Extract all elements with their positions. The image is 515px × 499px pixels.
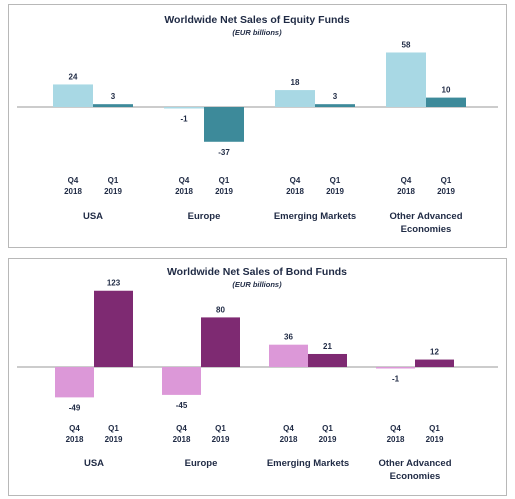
period-tick-label: Q4 2018 — [173, 424, 191, 444]
data-label: -45 — [176, 401, 188, 410]
data-label: 3 — [111, 92, 116, 101]
bar — [315, 104, 355, 107]
data-label: 12 — [430, 348, 439, 357]
data-label: 24 — [69, 72, 78, 81]
chart-title: Worldwide Net Sales of Equity Funds — [164, 14, 349, 26]
data-label: -1 — [392, 375, 400, 384]
period-tick-label: Q4 2018 — [280, 424, 298, 444]
bar — [53, 84, 93, 107]
period-tick-label: Q4 2018 — [175, 176, 193, 196]
bar — [376, 367, 415, 369]
period-tick-label: Q4 2018 — [397, 176, 415, 196]
bond-funds-chart: Worldwide Net Sales of Bond Funds (EUR b… — [17, 266, 498, 482]
data-label: 123 — [107, 279, 121, 288]
period-tick-label: Q1 2019 — [105, 424, 123, 444]
category-label: Europe — [188, 211, 221, 222]
period-tick-label: Q1 2019 — [104, 176, 122, 196]
equity-funds-chart: Worldwide Net Sales of Equity Funds (EUR… — [17, 14, 498, 235]
bar — [55, 367, 94, 398]
period-tick-label: Q1 2019 — [326, 176, 344, 196]
bar — [386, 52, 426, 107]
period-tick-label: Q1 2019 — [212, 424, 230, 444]
data-label: -49 — [69, 403, 81, 412]
period-tick-label: Q1 2019 — [426, 424, 444, 444]
data-label: 36 — [284, 333, 293, 342]
data-label: 80 — [216, 305, 225, 314]
category-label: USA — [84, 458, 104, 469]
bond-funds-chart-panel: Worldwide Net Sales of Bond Funds (EUR b… — [8, 258, 507, 496]
bar — [269, 344, 308, 367]
category-label: Other Advanced Economies — [378, 458, 451, 482]
bar — [164, 107, 204, 109]
bar — [426, 97, 466, 107]
data-label: 3 — [333, 92, 338, 101]
chart-subtitle: (EUR billions) — [232, 28, 282, 37]
bar — [275, 90, 315, 107]
period-tick-label: Q1 2019 — [319, 424, 337, 444]
period-tick-label: Q4 2018 — [387, 424, 405, 444]
data-label: 18 — [291, 78, 300, 87]
bar — [308, 353, 347, 367]
category-label: Emerging Markets — [274, 211, 356, 222]
chart-subtitle: (EUR billions) — [232, 280, 282, 289]
data-label: -37 — [218, 148, 230, 157]
bar — [162, 367, 201, 395]
data-label: 58 — [402, 40, 411, 49]
bar — [204, 107, 244, 142]
data-label: 21 — [323, 342, 332, 351]
bar — [415, 359, 454, 367]
category-label: Europe — [185, 458, 218, 469]
category-label: USA — [83, 211, 103, 222]
data-label: -1 — [180, 115, 188, 124]
category-label: Other Advanced Economies — [389, 211, 462, 235]
period-tick-label: Q1 2019 — [437, 176, 455, 196]
bar — [94, 290, 133, 367]
bar — [93, 104, 133, 107]
period-tick-label: Q4 2018 — [64, 176, 82, 196]
period-tick-label: Q1 2019 — [215, 176, 233, 196]
category-label: Emerging Markets — [267, 458, 349, 469]
period-tick-label: Q4 2018 — [286, 176, 304, 196]
chart-title: Worldwide Net Sales of Bond Funds — [167, 266, 347, 278]
data-label: 10 — [442, 86, 451, 95]
bar — [201, 317, 240, 367]
equity-funds-chart-panel: Worldwide Net Sales of Equity Funds (EUR… — [8, 4, 507, 248]
period-tick-label: Q4 2018 — [66, 424, 84, 444]
